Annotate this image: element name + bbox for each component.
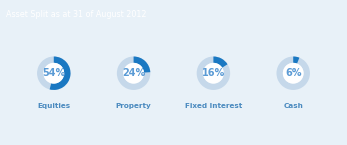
Text: Cash: Cash bbox=[283, 103, 303, 109]
Text: Fixed Interest: Fixed Interest bbox=[185, 103, 242, 109]
Circle shape bbox=[283, 63, 304, 84]
Text: Property: Property bbox=[116, 103, 152, 109]
Circle shape bbox=[203, 63, 224, 84]
Text: 16%: 16% bbox=[202, 68, 225, 78]
Text: Equities: Equities bbox=[37, 103, 70, 109]
Wedge shape bbox=[197, 57, 230, 90]
Wedge shape bbox=[117, 57, 150, 90]
Wedge shape bbox=[293, 57, 299, 64]
Wedge shape bbox=[50, 57, 70, 90]
Wedge shape bbox=[213, 57, 228, 68]
Wedge shape bbox=[277, 57, 310, 90]
Wedge shape bbox=[134, 57, 150, 73]
Text: 54%: 54% bbox=[42, 68, 66, 78]
Wedge shape bbox=[37, 57, 70, 90]
Text: 6%: 6% bbox=[285, 68, 302, 78]
Text: 24%: 24% bbox=[122, 68, 145, 78]
Text: Asset Split as at 31 of August 2012: Asset Split as at 31 of August 2012 bbox=[6, 10, 147, 19]
Circle shape bbox=[123, 63, 144, 84]
Circle shape bbox=[43, 63, 64, 84]
